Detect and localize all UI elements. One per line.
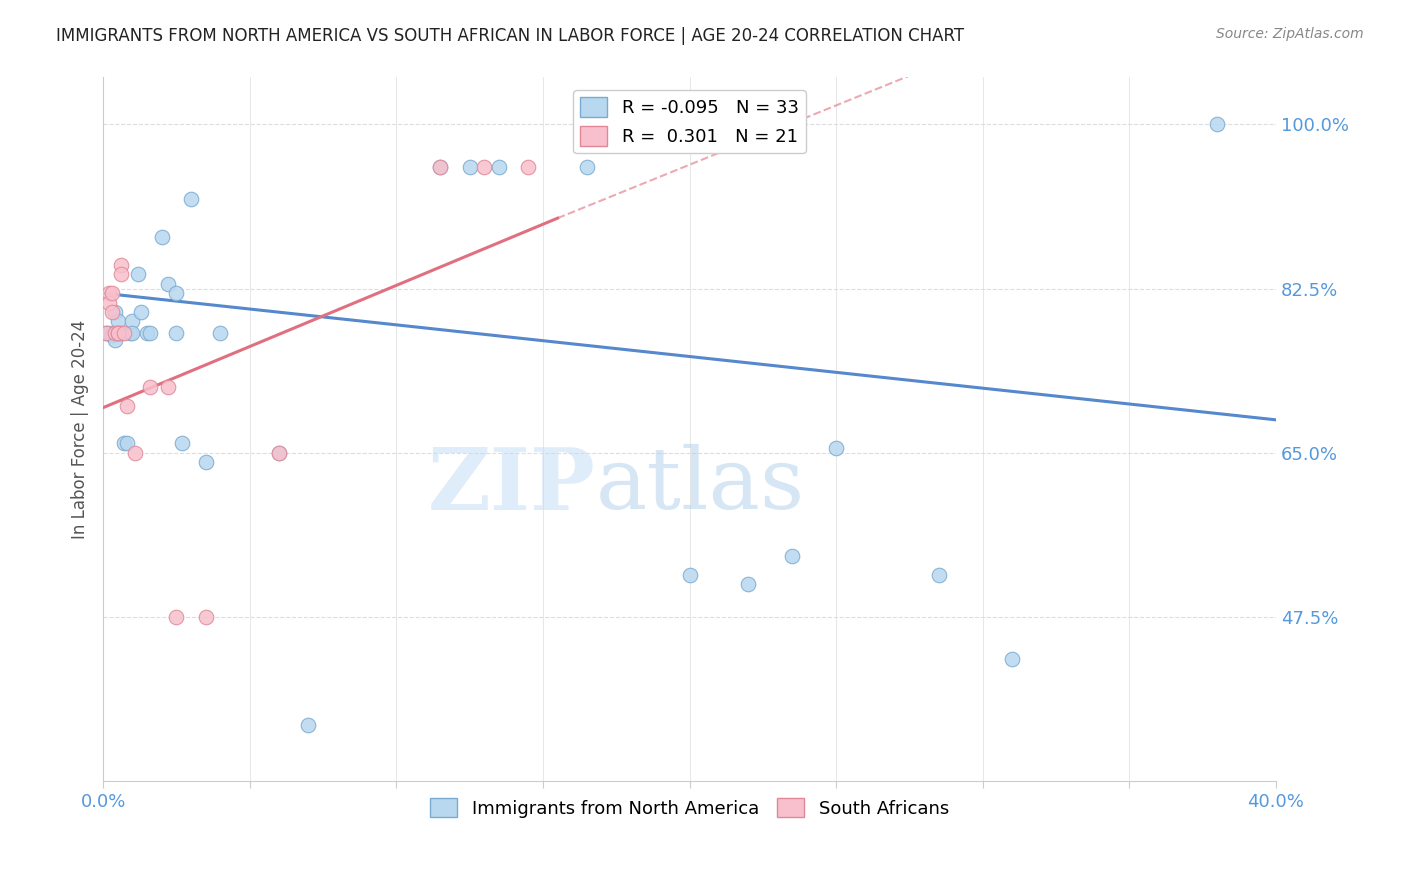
Point: [110, 326, 132, 340]
Text: IMMIGRANTS FROM NORTH AMERICA VS SOUTH AFRICAN IN LABOR FORCE | AGE 20-24 CORREL: IMMIGRANTS FROM NORTH AMERICA VS SOUTH A…: [56, 27, 965, 45]
Y-axis label: In Labor Force | Age 20-24: In Labor Force | Age 20-24: [72, 319, 89, 539]
Point: [297, 717, 319, 731]
Point: [107, 314, 129, 328]
Point: [129, 305, 152, 319]
Legend: Immigrants from North America, South Africans: Immigrants from North America, South Afr…: [423, 790, 956, 825]
Point: [1206, 117, 1229, 131]
Point: [101, 328, 124, 343]
Point: [101, 286, 124, 301]
Point: [110, 268, 132, 282]
Point: [172, 436, 194, 450]
Point: [488, 160, 510, 174]
Point: [115, 436, 138, 450]
Point: [429, 160, 451, 174]
Point: [136, 326, 159, 340]
Point: [110, 258, 132, 272]
Point: [165, 610, 187, 624]
Point: [780, 549, 803, 563]
Point: [165, 326, 187, 340]
Point: [928, 567, 950, 582]
Point: [121, 314, 143, 328]
Point: [429, 160, 451, 174]
Point: [107, 326, 129, 340]
Point: [267, 445, 290, 459]
Point: [267, 445, 290, 459]
Point: [150, 230, 173, 244]
Point: [94, 326, 117, 340]
Point: [472, 160, 495, 174]
Point: [107, 326, 129, 340]
Point: [737, 577, 759, 591]
Point: [165, 286, 187, 301]
Text: Source: ZipAtlas.com: Source: ZipAtlas.com: [1216, 27, 1364, 41]
Point: [180, 193, 202, 207]
Point: [678, 567, 700, 582]
Point: [112, 436, 135, 450]
Point: [194, 455, 217, 469]
Point: [115, 399, 138, 413]
Point: [124, 445, 146, 459]
Point: [98, 286, 121, 301]
Point: [107, 326, 129, 340]
Point: [104, 333, 127, 347]
Point: [104, 305, 127, 319]
Text: atlas: atlas: [596, 444, 804, 527]
Point: [98, 295, 121, 310]
Point: [112, 326, 135, 340]
Point: [517, 160, 540, 174]
Point: [118, 326, 141, 340]
Point: [825, 441, 848, 455]
Point: [194, 610, 217, 624]
Text: ZIP: ZIP: [427, 443, 596, 527]
Point: [1001, 652, 1024, 666]
Point: [139, 326, 162, 340]
Point: [101, 305, 124, 319]
Point: [98, 326, 121, 340]
Point: [104, 326, 127, 340]
Point: [458, 160, 481, 174]
Point: [94, 326, 117, 340]
Point: [121, 326, 143, 340]
Point: [575, 160, 598, 174]
Point: [139, 380, 162, 394]
Point: [209, 326, 232, 340]
Point: [156, 277, 179, 291]
Point: [156, 380, 179, 394]
Point: [127, 268, 149, 282]
